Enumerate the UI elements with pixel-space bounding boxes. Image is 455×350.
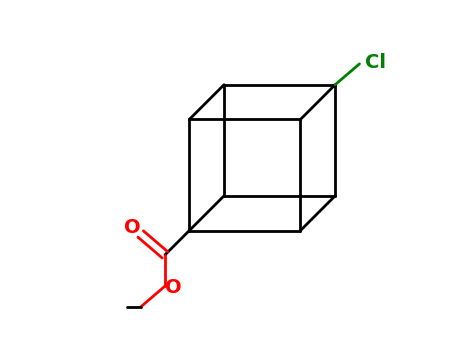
Text: O: O — [165, 278, 182, 298]
Text: O: O — [124, 218, 140, 237]
Text: Cl: Cl — [364, 52, 385, 72]
